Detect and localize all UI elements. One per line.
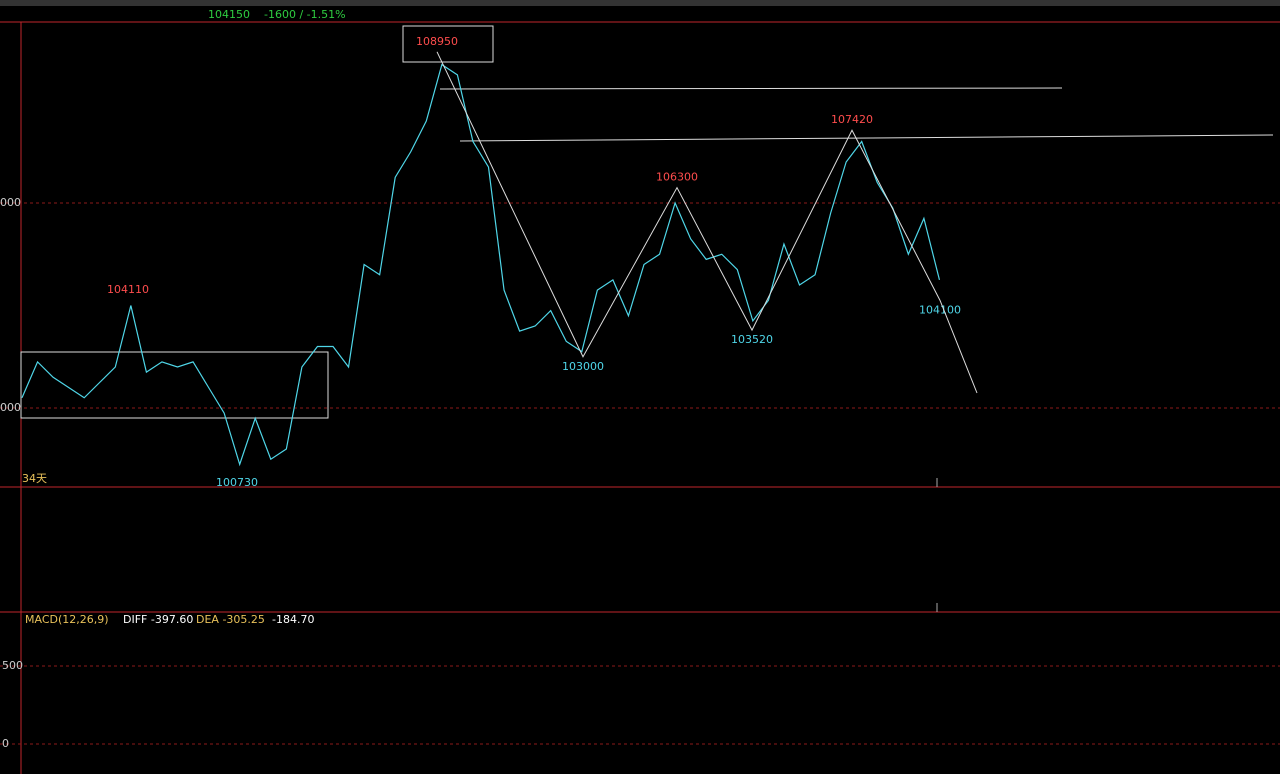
pivot-label: 107420: [831, 113, 873, 126]
y-tick-label: 500: [2, 659, 23, 672]
macd-diff: DIFF -397.60: [123, 613, 193, 626]
pivot-label: 103520: [731, 333, 773, 346]
macd-dea: DEA -305.25: [196, 613, 265, 626]
range-box: [20, 351, 329, 419]
pivot-label: 104110: [107, 283, 149, 296]
close-line: [21, 63, 941, 467]
resistance-line: [439, 87, 1063, 90]
macd-title: MACD(12,26,9): [25, 613, 109, 626]
pivot-label: 108950: [416, 35, 458, 48]
resistance-line: [459, 134, 1274, 142]
top-bar: [0, 0, 1280, 6]
y-tick-label: 000: [0, 401, 21, 414]
zigzag-line: [436, 51, 978, 394]
y-tick-label: 0: [2, 737, 9, 750]
pivot-label: 103000: [562, 360, 604, 373]
peak-box: [402, 25, 494, 63]
price-change: -1600 / -1.51%: [264, 8, 346, 21]
period-label: 34天: [22, 472, 47, 485]
pivot-label: 104100: [919, 303, 961, 316]
pivot-label: 106300: [656, 171, 698, 184]
y-tick-label: 000: [0, 196, 21, 209]
macd-value: -184.70: [272, 613, 314, 626]
pivot-label: 100730: [216, 476, 258, 489]
last-price: 104150: [208, 8, 250, 21]
